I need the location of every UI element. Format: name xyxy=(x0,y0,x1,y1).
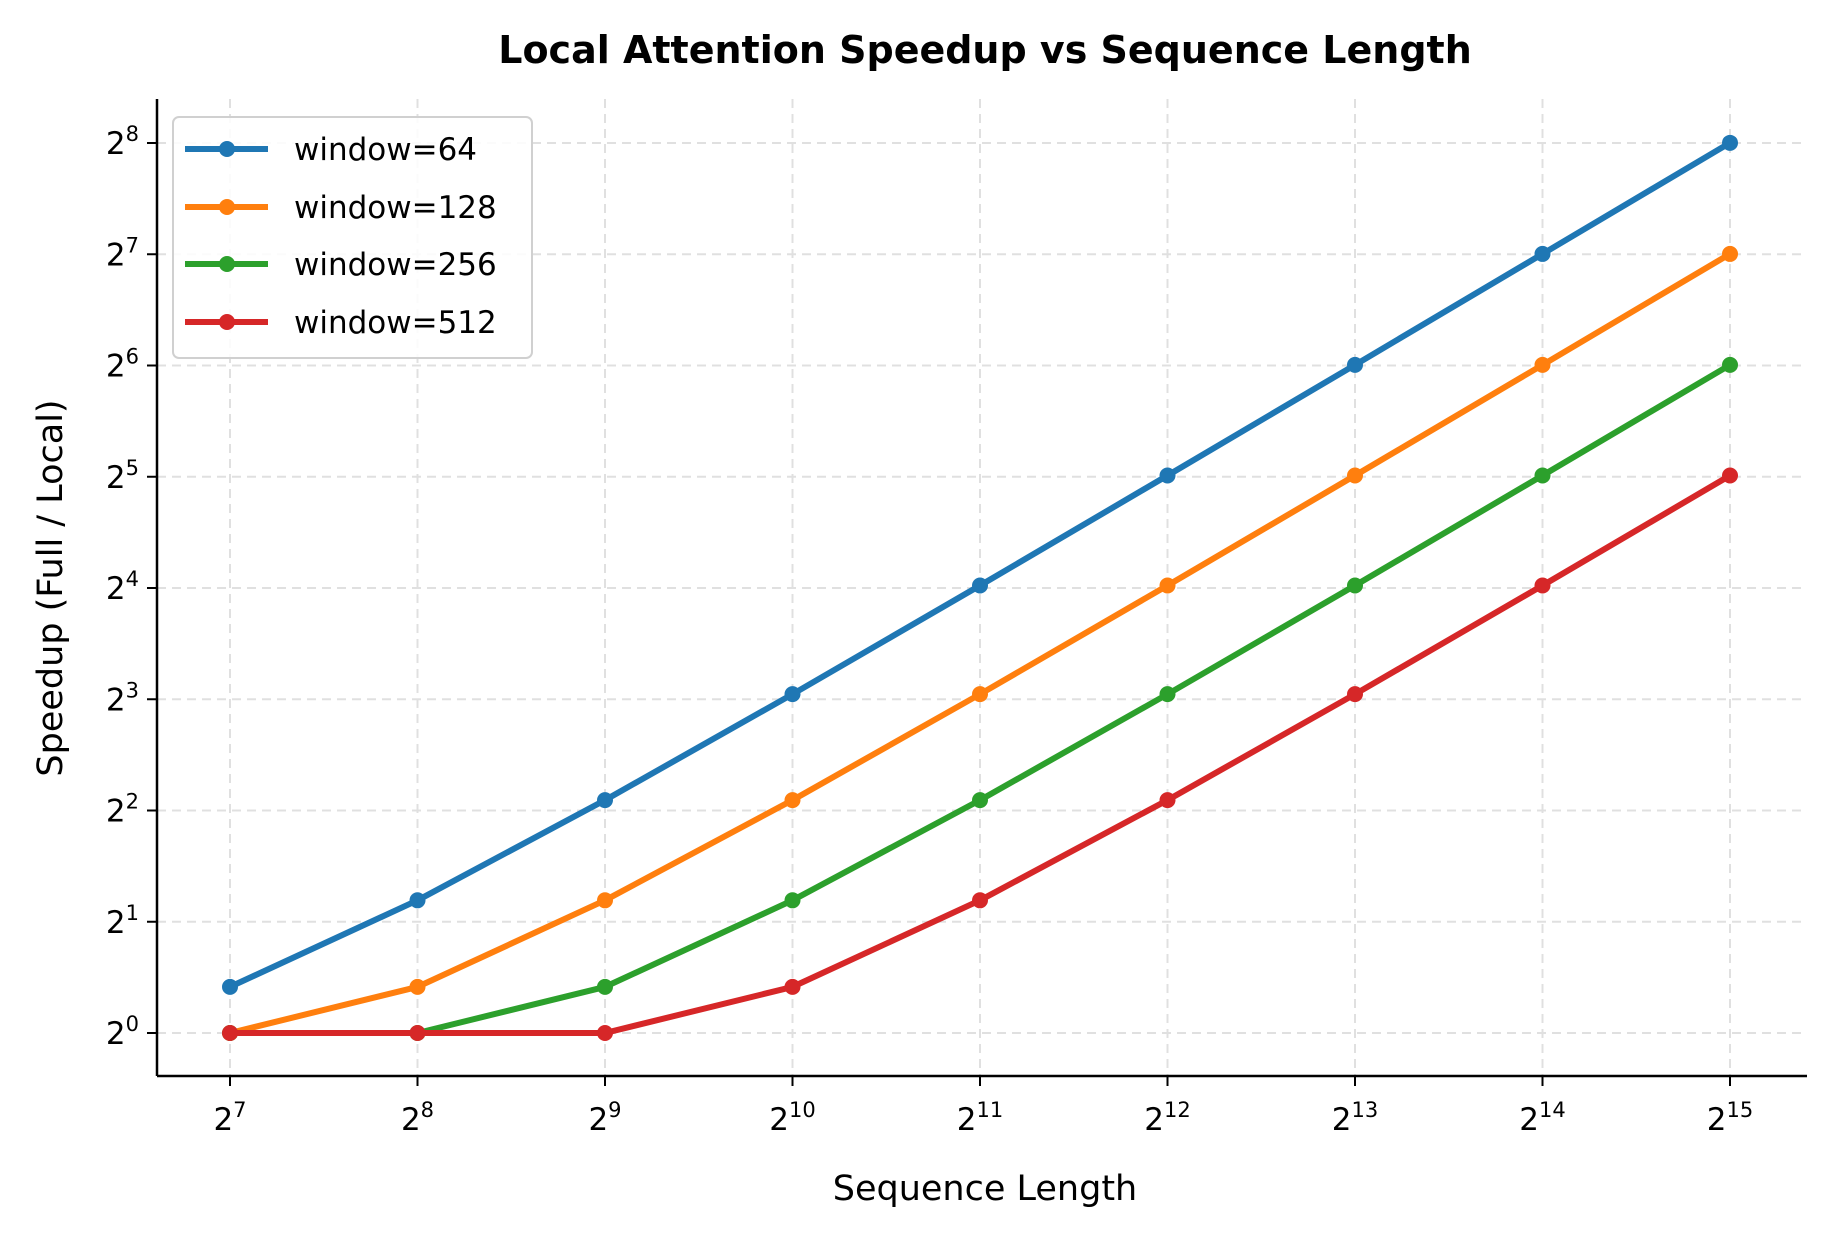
x-axis-label: Sequence Length xyxy=(833,1169,1138,1209)
data-point xyxy=(597,978,613,995)
y-axis-label: Speedup (Full / Local) xyxy=(31,399,71,776)
data-point xyxy=(1722,356,1738,373)
y-tick-label: 27 xyxy=(106,233,139,273)
data-point xyxy=(597,792,613,809)
data-point xyxy=(1347,467,1363,484)
series-layer xyxy=(222,134,1738,1041)
data-point xyxy=(1722,467,1738,484)
data-point xyxy=(1534,356,1551,373)
y-tick-label: 28 xyxy=(106,122,139,162)
data-point xyxy=(1534,245,1551,262)
data-point xyxy=(972,792,988,809)
legend-marker xyxy=(219,314,235,330)
y-tick-label: 24 xyxy=(106,567,139,607)
series-line xyxy=(227,472,1733,1036)
chart-title: Local Attention Speedup vs Sequence Leng… xyxy=(498,28,1472,72)
x-tick-label: 27 xyxy=(213,1098,246,1138)
data-point xyxy=(597,1025,613,1041)
legend-marker xyxy=(219,199,235,215)
legend: window=64 window=128 window=256 window=512 xyxy=(172,116,533,359)
data-point xyxy=(1159,686,1176,703)
x-tick-label: 211 xyxy=(957,1098,1003,1138)
legend-marker xyxy=(219,256,235,272)
legend-label: window=128 xyxy=(294,190,497,226)
y-tick-label: 22 xyxy=(106,790,139,830)
legend-item: window=128 xyxy=(185,190,497,226)
series-window-512 xyxy=(222,467,1738,1041)
data-point xyxy=(784,892,801,909)
y-tick-label: 23 xyxy=(106,678,139,718)
y-tick-label: 25 xyxy=(106,456,139,496)
x-tick-label: 210 xyxy=(769,1098,815,1138)
data-point xyxy=(972,686,988,703)
data-point xyxy=(1722,134,1738,151)
legend-label: window=512 xyxy=(294,305,497,341)
x-tick-label: 28 xyxy=(401,1098,434,1138)
x-axis-ticks: 27 28 29 210 211 212 213 214 215 xyxy=(213,1076,1753,1138)
data-point xyxy=(1159,577,1176,594)
data-point xyxy=(1159,467,1176,484)
legend-item: window=512 xyxy=(185,305,497,341)
data-point xyxy=(409,892,426,909)
data-point xyxy=(784,686,801,703)
legend-item: window=256 xyxy=(185,247,497,283)
data-point xyxy=(1534,467,1551,484)
series-window-64 xyxy=(222,134,1738,995)
legend-item: window=64 xyxy=(185,132,477,168)
data-point xyxy=(1347,686,1363,703)
x-tick-label: 215 xyxy=(1707,1098,1753,1138)
x-tick-label: 212 xyxy=(1144,1098,1190,1138)
data-point xyxy=(784,792,801,809)
data-point xyxy=(597,892,613,909)
y-tick-label: 21 xyxy=(106,901,139,941)
data-point xyxy=(222,1025,238,1041)
x-tick-label: 29 xyxy=(588,1098,621,1138)
x-tick-label: 213 xyxy=(1332,1098,1378,1138)
x-tick-label: 214 xyxy=(1519,1098,1565,1138)
data-point xyxy=(1347,356,1363,373)
legend-marker xyxy=(219,141,235,157)
data-point xyxy=(1159,792,1176,809)
legend-label: window=256 xyxy=(294,247,497,283)
data-point xyxy=(972,577,988,594)
data-point xyxy=(1347,577,1363,594)
data-point xyxy=(972,892,988,909)
data-point xyxy=(1722,245,1738,262)
data-point xyxy=(409,978,426,995)
data-point xyxy=(222,978,238,995)
data-point xyxy=(784,978,801,995)
data-point xyxy=(409,1025,426,1041)
y-axis-ticks: 20 21 22 23 24 25 26 27 28 xyxy=(106,122,157,1052)
data-point xyxy=(1534,577,1551,594)
y-tick-label: 20 xyxy=(106,1012,139,1052)
legend-label: window=64 xyxy=(294,132,477,168)
y-tick-label: 26 xyxy=(106,345,139,385)
legend-box xyxy=(172,116,533,359)
